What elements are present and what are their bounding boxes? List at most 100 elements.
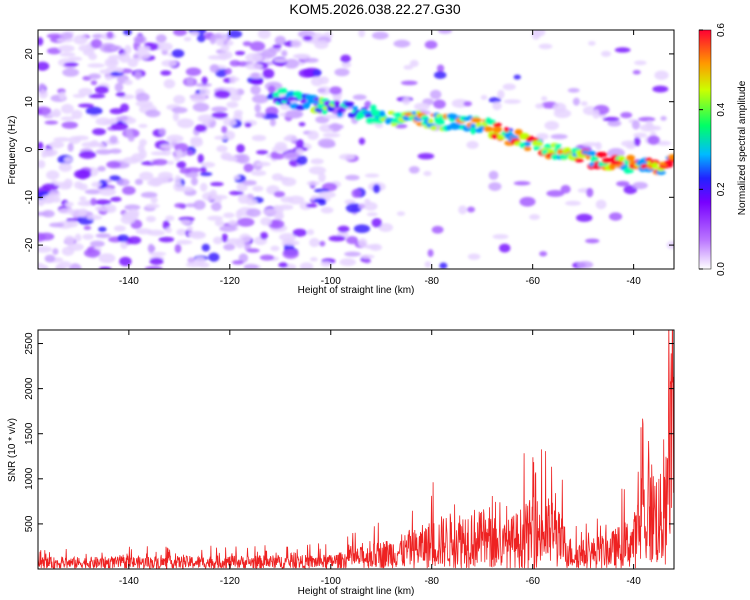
spectrogram-cell — [90, 38, 103, 49]
spectrogram-cell — [409, 59, 419, 68]
spectrogram-cell — [186, 225, 193, 232]
spectrogram-cell — [56, 37, 74, 43]
spectrogram-cell — [229, 93, 242, 102]
spectrogram-cell — [339, 153, 356, 161]
spectrogram-signal-cell — [285, 100, 291, 106]
spectrogram-cell — [196, 33, 206, 43]
spectrogram-cell — [295, 139, 305, 149]
spectrogram-cell — [106, 160, 121, 169]
spectrogram-cell — [424, 261, 432, 268]
spectrogram-cell — [60, 116, 75, 121]
spectrogram-cell — [298, 122, 306, 127]
spec-ytick-label: -10 — [24, 190, 35, 205]
spectrogram-cell — [166, 160, 175, 165]
spectrogram-cell — [298, 68, 316, 78]
spectrogram-signal-cell — [470, 127, 476, 135]
spectrogram-cell — [567, 88, 580, 93]
snr-ytick-label: 500 — [24, 515, 35, 532]
spectrogram-cell — [250, 85, 261, 95]
spectrogram-cell — [109, 135, 118, 144]
spectrogram-cell — [433, 99, 446, 109]
spectrogram-cell — [245, 53, 263, 63]
spectrogram-cell — [224, 67, 232, 75]
spectrogram-cell — [408, 166, 420, 174]
spectrogram-cell — [158, 128, 167, 136]
spectrogram-cell — [38, 262, 45, 269]
spectrogram-cell — [186, 76, 194, 87]
spectrogram-cell — [616, 180, 630, 187]
spectrogram-cell — [291, 39, 302, 49]
spectrogram-cell — [242, 180, 257, 186]
spectrogram-cell — [492, 234, 509, 240]
spectrogram-cell — [100, 207, 114, 212]
spectrogram-cell — [319, 141, 336, 149]
spectrogram-signal-cell — [585, 150, 597, 156]
spectrogram-cell — [221, 125, 228, 134]
spectrogram-cell — [160, 144, 175, 150]
spectrogram-cell — [292, 53, 309, 59]
spectrogram-cell — [232, 260, 244, 265]
spectrogram-cell — [299, 262, 314, 269]
spectrogram-cell — [631, 120, 641, 130]
spectrogram-cell — [282, 248, 299, 259]
spectrogram-cell — [529, 214, 541, 221]
spectrogram-cell — [91, 181, 102, 188]
spectrogram-cell — [278, 233, 297, 242]
spectrogram-cell — [131, 153, 144, 163]
spectrogram-cell — [219, 225, 237, 232]
spectrogram-cell — [189, 231, 206, 240]
spectrogram-cell — [144, 266, 163, 269]
spectrogram-cell — [250, 78, 263, 86]
spectrogram-cell — [183, 36, 192, 42]
spectrogram-cell — [38, 141, 44, 150]
spectrogram-cell — [64, 201, 74, 207]
spectrogram-cell — [95, 149, 113, 155]
spectrogram-cell — [176, 186, 194, 192]
spectrogram-signal-cell — [486, 119, 496, 125]
spectrogram-cell — [535, 103, 544, 109]
spectrogram-cell — [283, 135, 298, 142]
spectrogram-cell — [189, 31, 200, 37]
spectrogram-cell — [305, 203, 318, 208]
spectrogram-cell — [660, 116, 667, 121]
spectrogram-signal-cell — [655, 170, 666, 175]
spectrogram-cell — [52, 248, 59, 255]
spectrogram-cell — [283, 58, 300, 69]
spectrogram-cell — [632, 70, 641, 75]
spectrogram-cell — [560, 184, 571, 194]
spectrogram-cell — [73, 169, 92, 179]
spectrogram-cell — [251, 94, 269, 104]
spectrogram-cell — [492, 101, 502, 111]
spectrogram-cell — [38, 37, 44, 46]
spectrogram-signal-cell — [483, 126, 494, 132]
spectrogram-cell — [402, 97, 411, 106]
spectrogram-cell — [165, 227, 172, 234]
spectrogram-cell — [171, 106, 188, 114]
colorbar-label: Normalized spectral amplitude — [737, 80, 748, 215]
spectrogram-cell — [274, 35, 286, 46]
spectrogram-signal-cell — [369, 104, 377, 111]
spectrogram-signal-cell — [344, 102, 354, 108]
spectrogram-cell — [127, 134, 135, 142]
spectrogram-cell — [314, 40, 329, 50]
spectrogram-cell — [259, 254, 275, 261]
spectrogram-cell — [251, 134, 267, 142]
colorbar-tick-label: 0.4 — [716, 102, 727, 116]
spectrogram-cell — [393, 39, 411, 48]
spectrogram-cell — [180, 219, 192, 225]
spectrogram-signal-cell — [533, 145, 541, 151]
spectrogram-cell — [210, 181, 224, 187]
spectrogram-cell — [587, 40, 596, 46]
spectrogram-cell — [197, 114, 215, 123]
spectrogram-heatmap — [38, 30, 674, 269]
spectrogram-cell — [174, 243, 182, 254]
spectrogram-cell — [61, 103, 74, 114]
spectrogram-cell — [645, 120, 654, 130]
spectrogram-cell — [310, 158, 324, 165]
spectrogram-cell — [595, 199, 607, 210]
spectrogram-cell — [195, 82, 212, 88]
spectrogram-cell — [243, 263, 259, 269]
snr-panel: -140 -120 -100 -80 -60 -40 500 1000 1500 2000 250… — [7, 329, 675, 597]
spectrogram-cell — [44, 120, 59, 125]
spectrogram-signal-cell — [302, 102, 311, 110]
